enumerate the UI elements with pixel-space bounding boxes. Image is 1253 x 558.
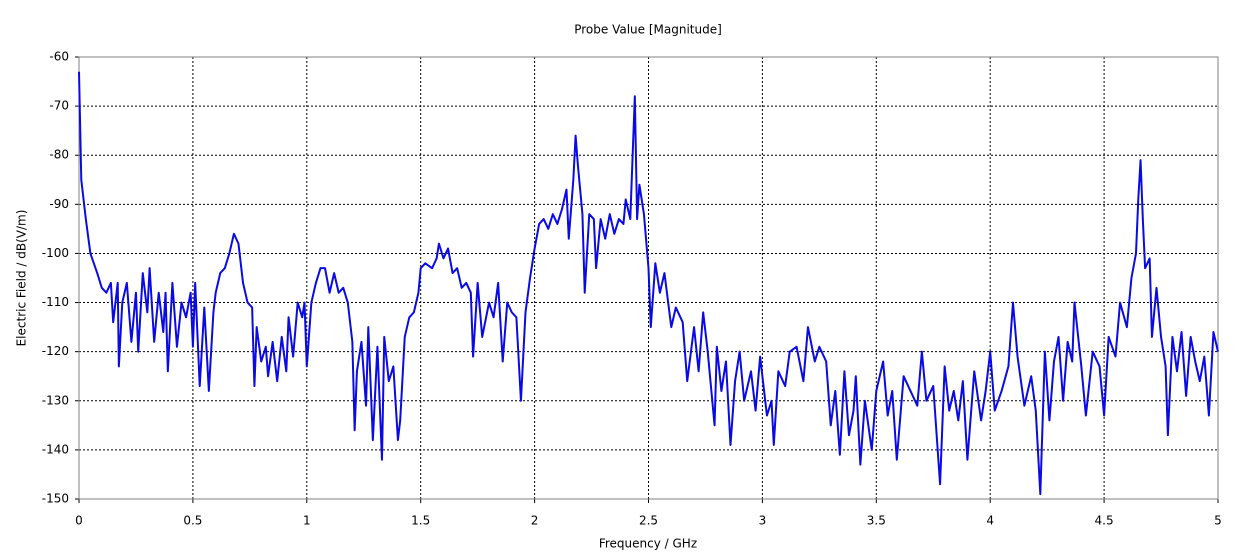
data-line — [78, 71, 1219, 496]
x-tick-label: 4.5 — [1095, 514, 1114, 528]
y-tick-label: -110 — [42, 295, 69, 309]
x-tick-label: 4 — [986, 514, 994, 528]
y-tick-label: -140 — [42, 442, 69, 456]
x-tick-label: 3 — [759, 514, 767, 528]
y-tick-label: -60 — [49, 50, 69, 64]
x-tick-label: 0 — [75, 514, 83, 528]
x-tick-label: 2 — [531, 514, 539, 528]
y-tick-label: -120 — [42, 344, 69, 358]
x-axis-label: Frequency / GHz — [599, 537, 697, 551]
chart-title: Probe Value [Magnitude] — [574, 23, 722, 37]
x-tick-label: 1.5 — [411, 514, 430, 528]
y-tick-label: -70 — [49, 99, 69, 113]
y-tick-label: -90 — [49, 197, 69, 211]
plot-frame — [78, 56, 1219, 500]
x-tick-label: 0.5 — [183, 514, 202, 528]
x-tick-label: 1 — [303, 514, 311, 528]
y-tick-label: -130 — [42, 393, 69, 407]
y-tick-label: -80 — [49, 148, 69, 162]
x-tick-label: 5 — [1214, 514, 1222, 528]
y-axis-label: Electric Field / dB(V/m) — [15, 210, 29, 347]
x-tick-label: 2.5 — [639, 514, 658, 528]
x-tick-label: 3.5 — [867, 514, 886, 528]
y-tick-label: -150 — [42, 492, 69, 506]
y-tick-label: -100 — [42, 246, 69, 260]
